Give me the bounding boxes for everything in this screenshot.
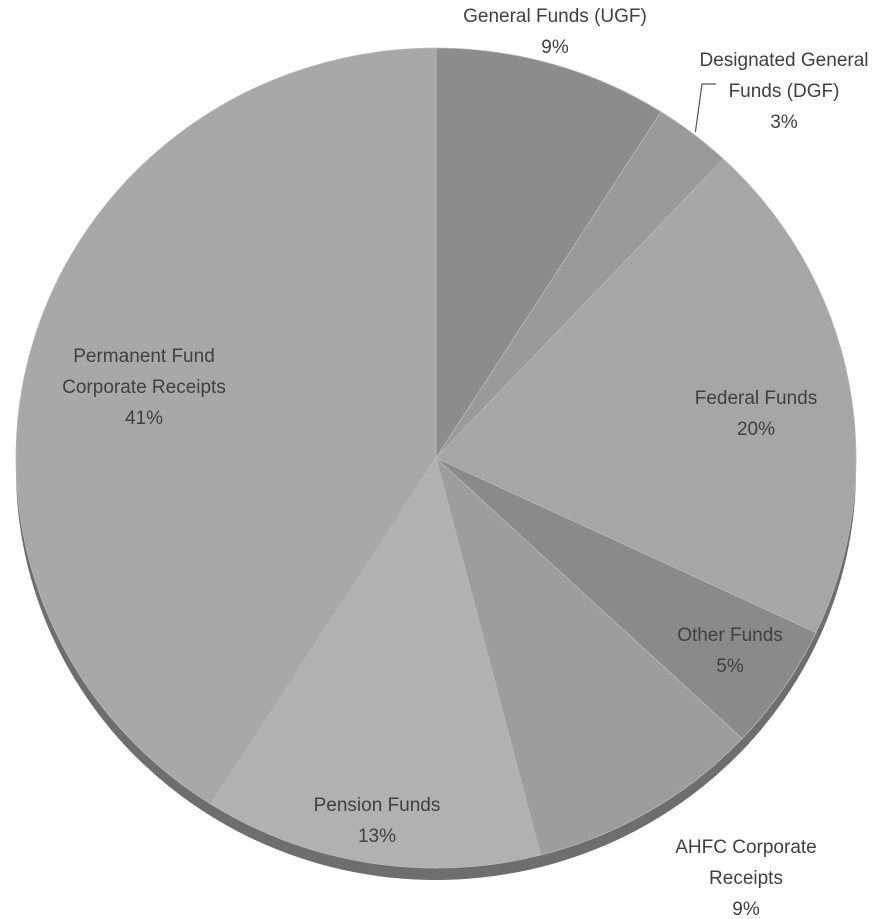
slice-label-other-funds: Other Funds 5%	[677, 625, 783, 677]
slice-label-designated-general-funds-dgf: Designated General Funds (DGF) 3%	[700, 50, 869, 133]
slice-label-line: 3%	[770, 112, 798, 133]
slice-label-line: 9%	[541, 37, 569, 58]
slice-label-permanent-fund-corporate-receipts: Permanent Fund Corporate Receipts 41%	[62, 346, 226, 429]
pie-slice-general-funds-ugf	[435, 47, 662, 460]
slice-label-line: Pension Funds	[314, 795, 441, 816]
pie-slice-ahfc-corporate-receipts	[435, 456, 743, 856]
slice-label-line: Permanent Fund	[73, 346, 215, 367]
slice-label-line: 5%	[716, 656, 744, 677]
slice-label-line: AHFC Corporate	[675, 837, 817, 858]
slice-label-pension-funds: Pension Funds 13%	[314, 795, 441, 847]
slice-label-line: 9%	[732, 899, 760, 919]
slice-label-general-funds-ugf: General Funds (UGF) 9%	[463, 6, 647, 58]
slice-label-line: 41%	[125, 408, 163, 429]
slice-label-line: Receipts	[709, 868, 783, 889]
slice-label-line: Federal Funds	[695, 388, 818, 409]
pie-slice-permanent-fund-corporate-receipts	[15, 47, 437, 805]
leader-line-dgf	[694, 83, 716, 133]
slice-label-line: Designated General	[700, 50, 869, 71]
slice-label-ahfc-corporate-receipts: AHFC Corporate Receipts 9%	[675, 837, 817, 919]
slice-label-line: Other Funds	[677, 625, 783, 646]
slice-label-line: Funds (DGF)	[729, 81, 840, 102]
leader-lines	[694, 83, 716, 133]
slice-label-line: General Funds (UGF)	[463, 6, 647, 27]
pie-slice-pension-funds	[210, 457, 541, 869]
slice-label-line: 13%	[358, 826, 396, 847]
slice-label-federal-funds: Federal Funds 20%	[695, 388, 818, 440]
slice-label-line: 20%	[737, 419, 775, 440]
slice-label-line: Corporate Receipts	[62, 377, 226, 398]
pie-slices	[15, 47, 857, 869]
slice-labels: General Funds (UGF) 9% Designated General F…	[62, 6, 868, 919]
pie-slice-federal-funds	[435, 158, 857, 634]
